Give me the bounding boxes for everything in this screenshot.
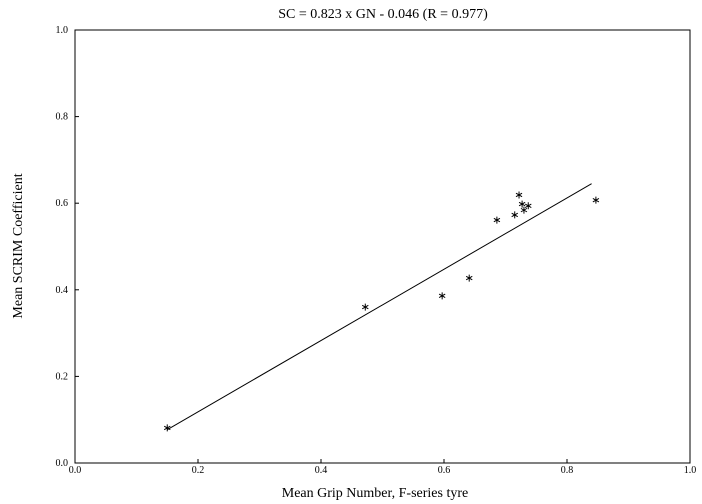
point [520,206,528,214]
point [361,303,369,311]
regression-line [166,183,592,431]
y-tick-label: 0.8 [56,112,69,123]
y-tick-label: 0.6 [56,198,69,209]
y-tick-label: 1.0 [56,25,69,36]
point [163,424,171,432]
chart-title: SC = 0.823 x GN - 0.046 (R = 0.977) [278,7,488,22]
x-tick-label: 0.0 [69,465,82,476]
y-axis-label: Mean SCRIM Coefficient [11,173,26,318]
x-tick-label: 0.4 [315,465,328,476]
x-tick-label: 0.6 [438,465,451,476]
point [515,191,523,199]
point [438,292,446,300]
plot-frame [74,29,691,464]
point [511,211,519,219]
x-tick-label: 0.2 [192,465,205,476]
point [524,202,532,210]
x-tick-label: 0.8 [561,465,574,476]
x-tick-label: 1.0 [684,465,697,476]
x-axis-label: Mean Grip Number, F-series tyre [282,486,468,501]
y-tick-label: 0.0 [56,458,69,469]
point [465,274,473,282]
y-tick-label: 0.4 [56,285,69,296]
point [518,200,526,208]
point [493,216,501,224]
point [592,196,600,204]
y-tick-label: 0.2 [56,371,69,382]
